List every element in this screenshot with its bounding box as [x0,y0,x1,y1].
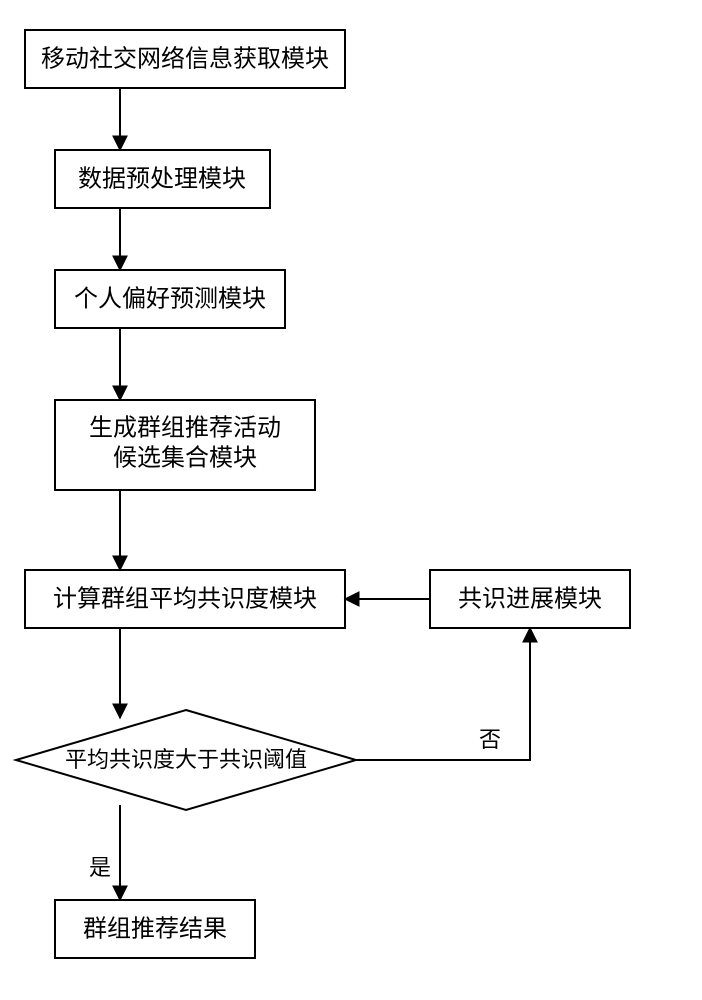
node-consensus-progress-label: 共识进展模块 [458,586,602,613]
node-candidate-set-label2: 候选集合模块 [113,445,257,472]
node-result-label: 群组推荐结果 [83,916,227,943]
label-yes: 是 [89,855,111,880]
decision-threshold-label: 平均共识度大于共识阈值 [65,747,307,772]
label-no: 否 [479,727,501,752]
node-preprocess-label: 数据预处理模块 [78,166,246,193]
edge-d1-n6 [356,628,530,760]
node-candidate-set-label1: 生成群组推荐活动 [89,415,281,442]
node-info-acquisition-label: 移动社交网络信息获取模块 [41,46,329,73]
node-preference-predict-label: 个人偏好预测模块 [74,286,266,313]
node-avg-consensus-label: 计算群组平均共识度模块 [53,586,317,613]
